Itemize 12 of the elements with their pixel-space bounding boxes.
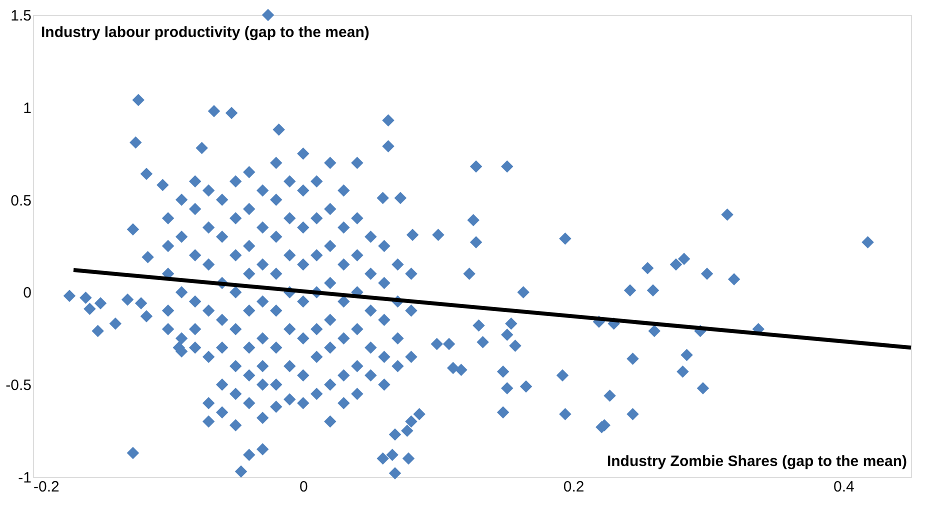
y-tick-label: -1 [18,470,32,486]
y-tick-label: 1.5 [10,8,32,24]
x-tick-label: -0.2 [34,478,60,496]
y-tick-label: -0.5 [6,377,32,394]
y-axis-title: Industry labour productivity (gap to the mean) [41,24,370,41]
y-tick-label: 0 [23,284,32,302]
x-tick-label: 0.4 [834,478,854,496]
y-tick-label: 0.5 [10,192,32,210]
y-tick-label: 1 [23,100,32,117]
x-tick-label: 0 [299,478,308,496]
x-axis-title: Industry Zombie Shares (gap to the mean) [606,453,907,470]
x-tick-label: 0.2 [563,478,584,496]
